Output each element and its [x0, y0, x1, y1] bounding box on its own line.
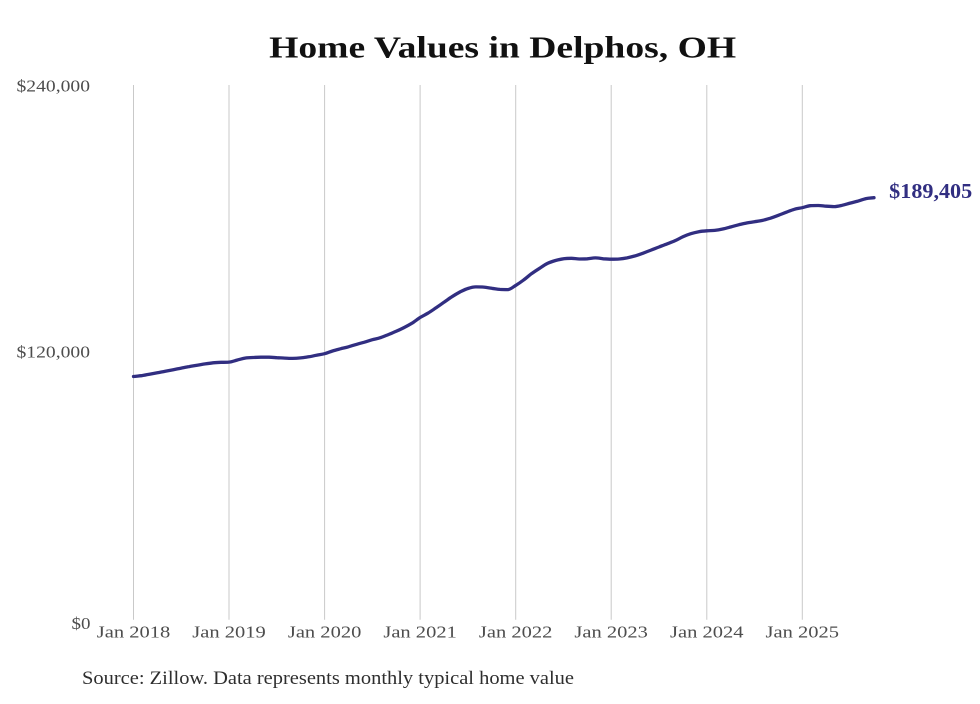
svg-text:$0: $0 [72, 614, 91, 633]
svg-text:Home Values in Delphos, OH: Home Values in Delphos, OH [269, 30, 736, 65]
svg-text:Jan 2022: Jan 2022 [479, 623, 553, 642]
svg-text:$189,405: $189,405 [889, 179, 972, 203]
svg-text:Jan 2019: Jan 2019 [192, 623, 266, 642]
svg-text:$240,000: $240,000 [17, 77, 91, 96]
svg-text:Jan 2020: Jan 2020 [288, 623, 362, 642]
svg-text:$120,000: $120,000 [17, 342, 91, 361]
svg-text:Jan 2023: Jan 2023 [574, 623, 648, 642]
svg-text:Source: Zillow. Data represent: Source: Zillow. Data represents monthly … [82, 668, 574, 689]
svg-text:Jan 2018: Jan 2018 [97, 623, 171, 642]
svg-text:Jan 2024: Jan 2024 [670, 623, 744, 642]
svg-text:Jan 2025: Jan 2025 [766, 623, 840, 642]
svg-text:Jan 2021: Jan 2021 [383, 623, 457, 642]
